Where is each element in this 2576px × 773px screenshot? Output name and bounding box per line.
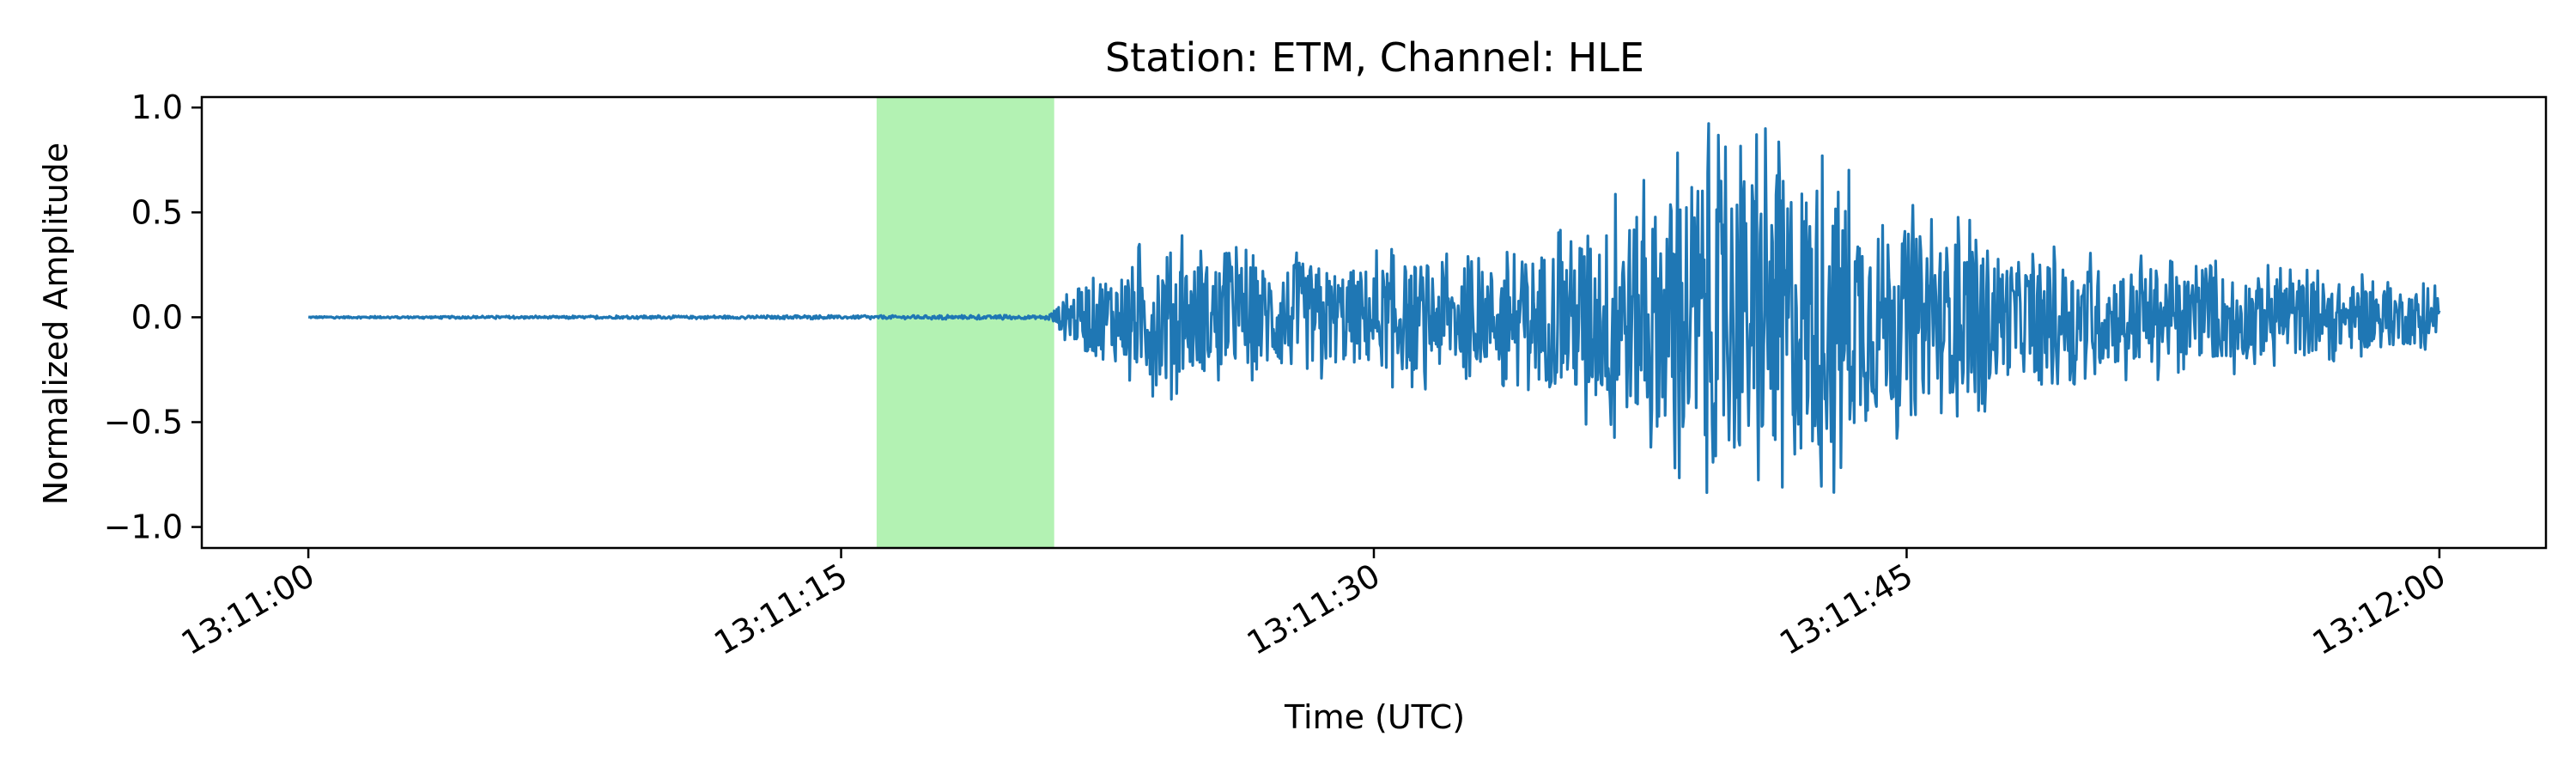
x-axis-label: Time (UTC) [1284, 698, 1465, 736]
y-tick-label: −0.5 [104, 403, 183, 441]
chart-title: Station: ETM, Channel: HLE [1105, 34, 1644, 81]
x-tick-label: 13:11:15 [708, 557, 854, 662]
y-axis: 1.0 0.5 0.0 −0.5 −1.0 [104, 88, 202, 546]
x-tick-label: 13:11:30 [1241, 557, 1387, 662]
x-tick-label: 13:12:00 [2306, 557, 2452, 662]
x-axis: 13:11:00 13:11:15 13:11:30 13:11:45 13:12:00 [175, 548, 2452, 662]
waveform-trace [307, 122, 2441, 495]
y-tick-label: −1.0 [104, 508, 183, 546]
plot-area [200, 95, 2548, 550]
y-tick-label: 0.5 [131, 193, 183, 231]
x-tick-label: 13:11:00 [175, 557, 321, 662]
y-tick-label: 1.0 [131, 88, 183, 126]
y-axis-label: Normalized Amplitude [37, 143, 75, 505]
highlight-window [876, 97, 1054, 548]
x-tick-label: 13:11:45 [1773, 557, 1919, 662]
y-tick-label: 0.0 [131, 298, 183, 336]
